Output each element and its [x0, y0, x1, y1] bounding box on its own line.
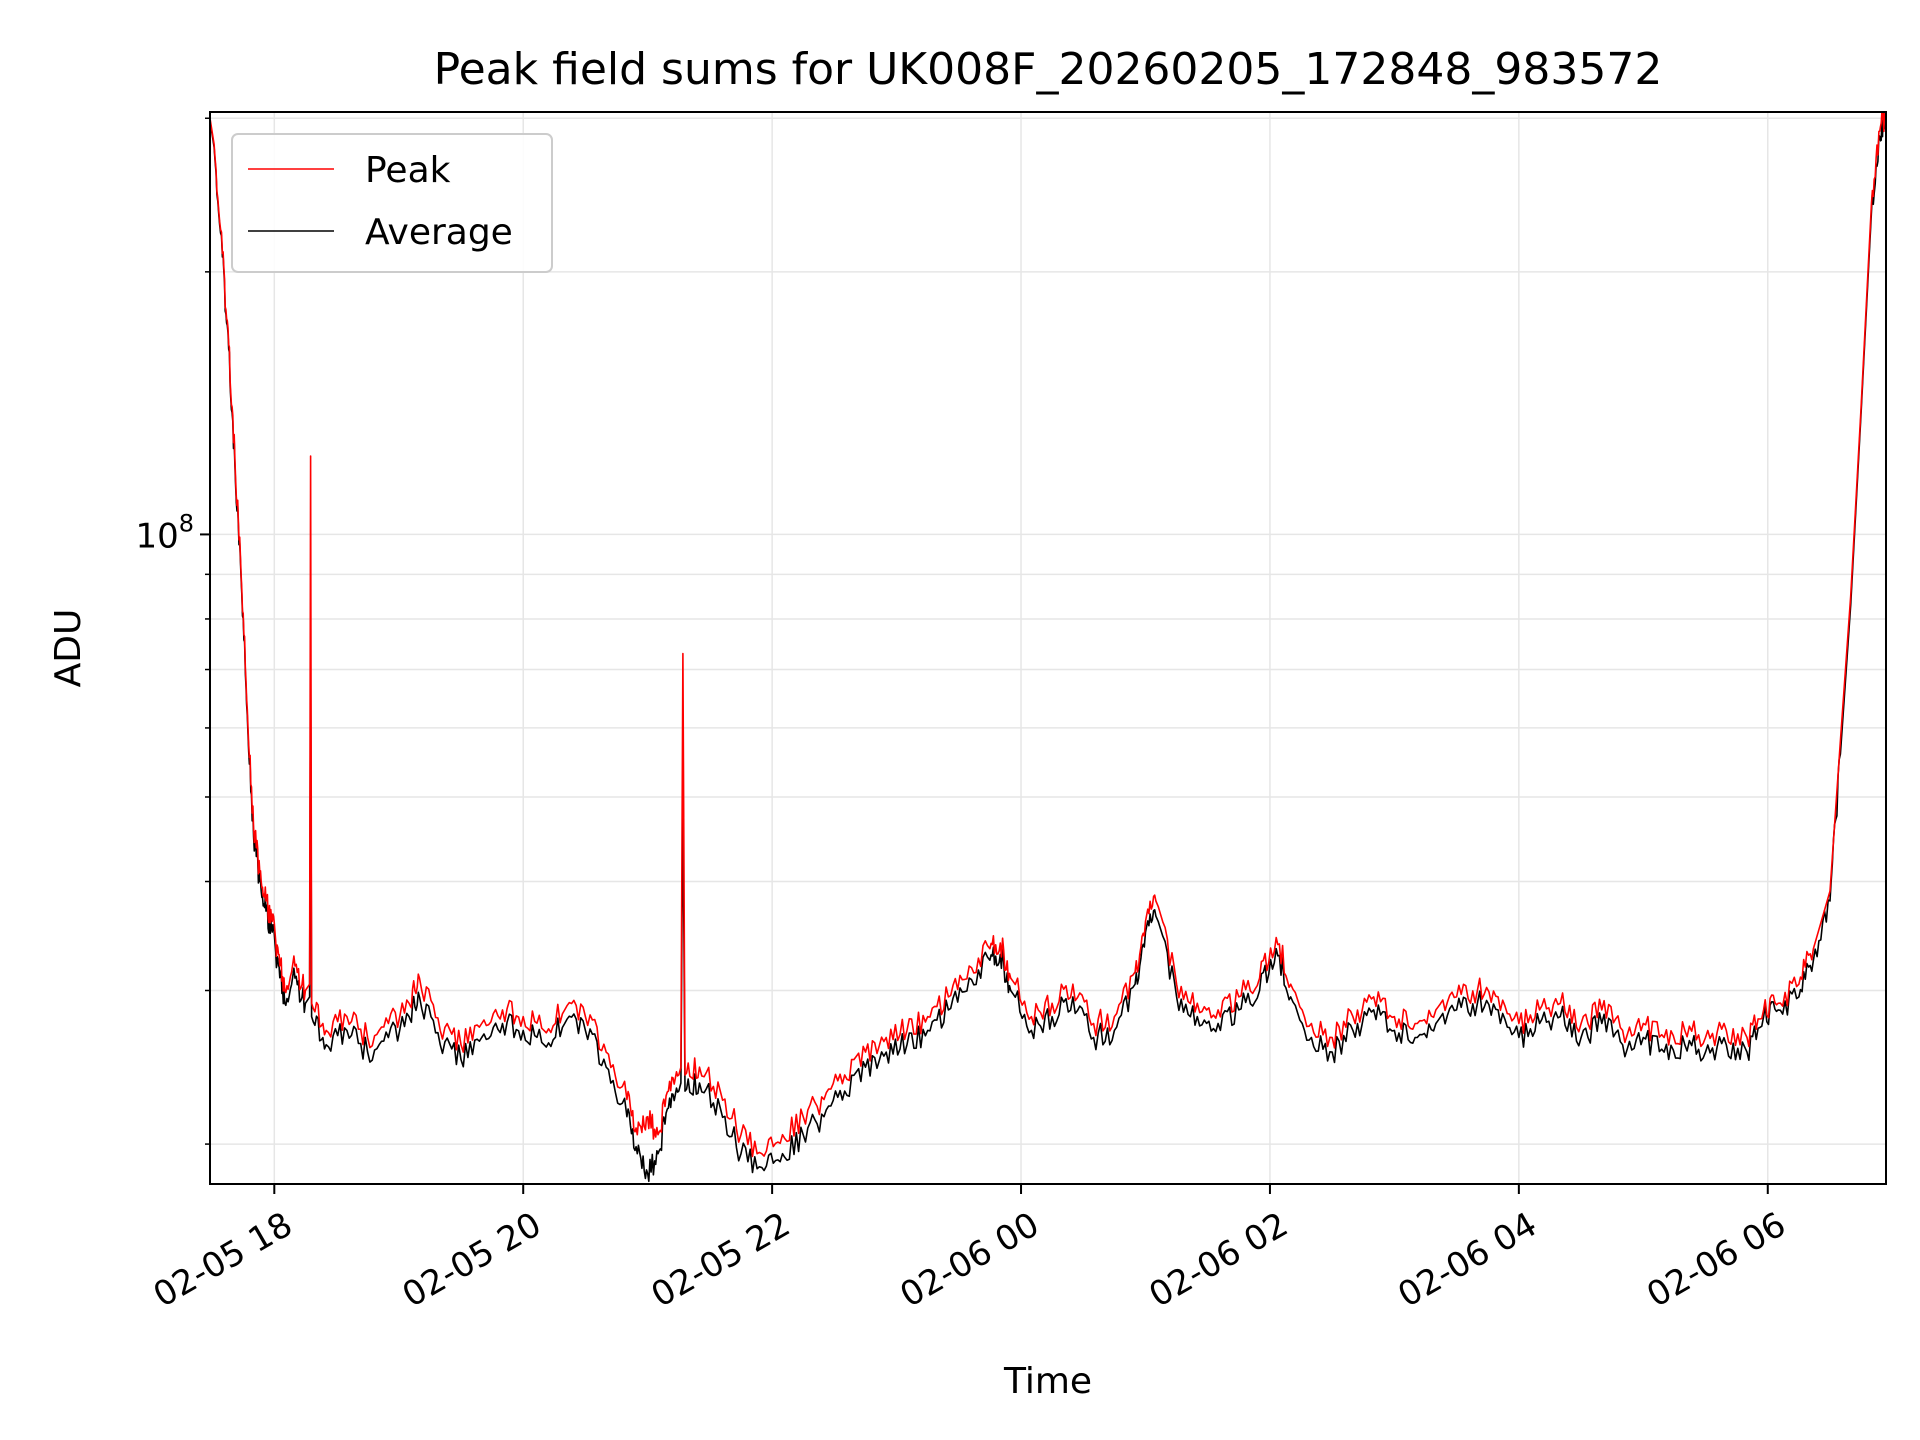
grid — [210, 112, 1886, 1184]
chart-title: Peak field sums for UK008F_20260205_1728… — [434, 44, 1663, 95]
y-axis-ticks: 108 — [135, 117, 210, 1145]
legend-label-average: Average — [365, 212, 513, 253]
series-line-peak — [210, 112, 1886, 1158]
y-tick-label: 108 — [135, 509, 194, 556]
plot-frame — [209, 111, 1887, 1185]
series-lines — [210, 112, 1886, 1183]
legend: Peak Average — [231, 133, 553, 273]
series-line-average — [210, 112, 1886, 1183]
x-axis-label: Time — [1003, 1361, 1092, 1402]
legend-label-peak: Peak — [365, 150, 451, 191]
y-axis-label: ADU — [48, 609, 89, 688]
